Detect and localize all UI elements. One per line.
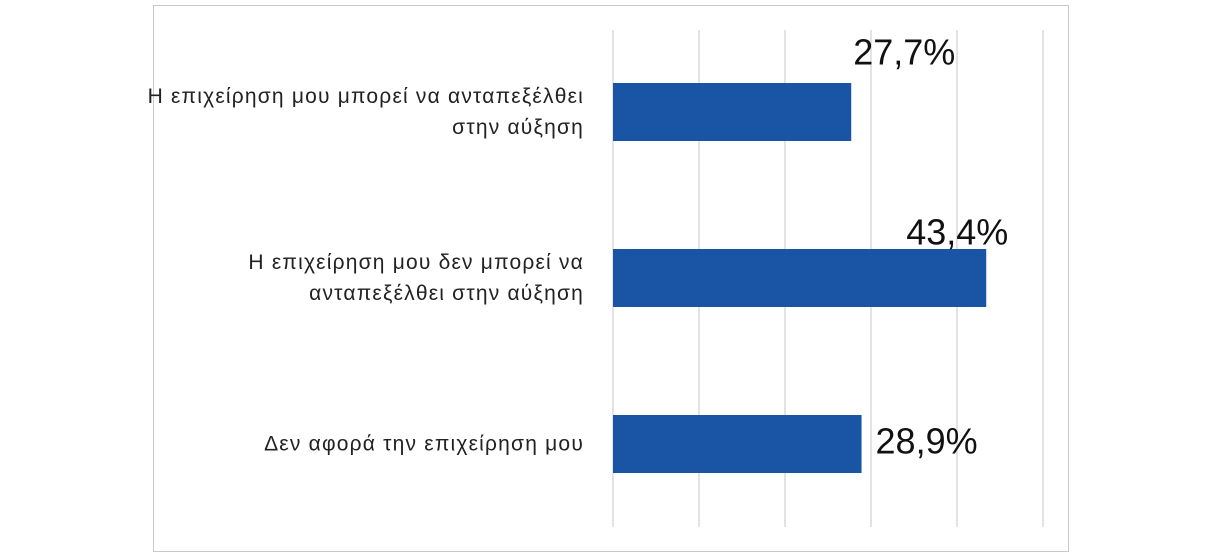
bar [613,83,852,141]
bar [613,415,862,473]
category-label: Η επιχείρηση μου δεν μπορεί να ανταπεξέλ… [248,251,584,305]
data-label: 43,4% [906,212,1008,253]
category-label: Δεν αφορά την επιχείρηση μου [264,432,584,456]
chart-frame [153,5,1069,552]
bar [613,249,987,307]
data-label: 27,7% [853,32,955,73]
data-label: 28,9% [876,421,978,462]
category-label: Η επιχείρηση μου μπορεί να ανταπεξέλθει … [147,85,584,139]
